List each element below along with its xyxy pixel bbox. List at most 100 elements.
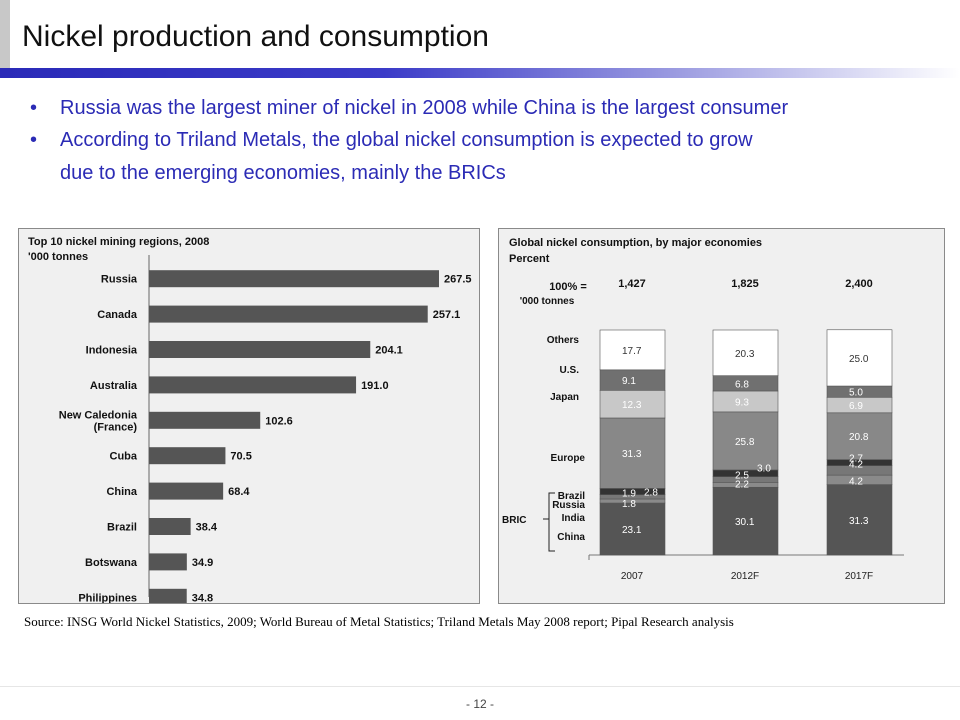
title-accent-bar xyxy=(0,0,10,68)
bar-segment-china-2007 xyxy=(599,502,666,556)
bar-botswana xyxy=(149,553,187,571)
bar-china xyxy=(149,482,224,500)
bric-bracket xyxy=(548,492,555,552)
bar-segment-japan-2007 xyxy=(599,390,666,419)
page-title: Nickel production and consumption xyxy=(22,20,489,53)
bar-australia xyxy=(149,376,357,394)
footer-divider xyxy=(0,686,960,687)
data-label-brazil-2007: 2.8 xyxy=(644,488,658,499)
page-number: - 12 - xyxy=(465,697,494,711)
bar-new-caledonia-france xyxy=(149,411,261,429)
data-label-china-2012f: 30.1 xyxy=(735,517,755,528)
category-label-2012f: 2012F xyxy=(731,571,759,582)
total-2017f: 2,400 xyxy=(845,278,873,290)
bar-segment-europe-2007 xyxy=(599,417,666,489)
bar-segment-china-2012f xyxy=(712,486,779,556)
title-underline xyxy=(0,68,960,78)
legend-label-others: Others xyxy=(547,335,580,346)
consumption-chart-panel: Global nickel consumption, by major econ… xyxy=(498,228,945,604)
data-label-china: 68.4 xyxy=(228,486,250,498)
data-label-europe-2012f: 25.8 xyxy=(735,437,755,448)
bar-segment-europe-2017f xyxy=(826,412,893,460)
category-label-botswana: Botswana xyxy=(85,557,138,569)
total-2012f: 1,825 xyxy=(731,278,759,290)
data-label-others-2017f: 25.0 xyxy=(849,354,869,365)
legend-label-russia: Russia xyxy=(552,500,585,511)
bar-segment-others-2017f xyxy=(826,329,893,387)
bullet-2-text: According to Triland Metals, the global … xyxy=(60,129,753,151)
data-label-philippines: 34.8 xyxy=(192,592,213,603)
data-label-china-2017f: 31.3 xyxy=(849,516,869,527)
data-label-canada: 257.1 xyxy=(433,309,461,321)
data-label-others-2007: 17.7 xyxy=(622,346,642,357)
mining-regions-chart-panel: Top 10 nickel mining regions, 2008 '000 t… xyxy=(18,228,480,604)
total-label: 100% = xyxy=(549,281,587,293)
consumption-chart: Global nickel consumption, by major econ… xyxy=(502,237,904,582)
chart-unit-label: '000 tonnes xyxy=(28,251,88,263)
bullet-2-continuation: due to the emerging economies, mainly th… xyxy=(60,162,506,184)
data-label-u-s-2017f: 5.0 xyxy=(849,388,863,399)
bullet-1-text: Russia was the largest miner of nickel i… xyxy=(60,97,789,119)
data-label-japan-2007: 12.3 xyxy=(622,400,642,411)
bullet-2: • According to Triland Metals, the global… xyxy=(30,129,753,152)
data-label-indonesia: 204.1 xyxy=(375,345,403,357)
mining-regions-chart: Top 10 nickel mining regions, 2008 '000 t… xyxy=(28,236,472,603)
bar-segment-china-2017f xyxy=(826,484,893,556)
bric-group-label: BRIC xyxy=(502,515,526,526)
category-label-new-caledonia-france-line-2: (France) xyxy=(94,421,138,433)
legend-label-japan: Japan xyxy=(550,392,579,403)
legend-label-brazil: Brazil xyxy=(558,491,585,502)
data-label-russia-2007: 1.9 xyxy=(622,489,636,500)
category-label-indonesia: Indonesia xyxy=(86,345,138,357)
category-label-2017f: 2017F xyxy=(845,571,873,582)
chart-subtitle: Percent xyxy=(509,253,550,265)
bar-cuba xyxy=(149,447,226,465)
data-label-others-2012f: 20.3 xyxy=(735,349,755,360)
data-label-u-s-2007: 9.1 xyxy=(622,376,636,387)
category-label-new-caledonia-france-line-1: New Caledonia xyxy=(59,409,138,421)
data-label-japan-2017f: 6.9 xyxy=(849,401,863,412)
data-label-new-caledonia-france: 102.6 xyxy=(265,415,293,427)
category-label-china: China xyxy=(106,486,137,498)
bullet-symbol: • xyxy=(30,129,38,151)
total-unit-label: '000 tonnes xyxy=(520,296,575,307)
bar-philippines xyxy=(149,588,187,603)
legend-label-india: India xyxy=(562,513,586,524)
title-bar: Nickel production and consumption xyxy=(0,0,960,78)
chart-title: Top 10 nickel mining regions, 2008 xyxy=(28,236,209,248)
category-label-russia: Russia xyxy=(101,274,138,286)
data-label-brazil-2017f: 2.7 xyxy=(849,454,863,465)
data-label-brazil: 38.4 xyxy=(196,522,218,534)
bar-indonesia xyxy=(149,341,371,358)
bar-segment-others-2012f xyxy=(712,329,779,376)
data-label-india-2017f: 4.2 xyxy=(849,477,863,488)
data-label-australia: 191.0 xyxy=(361,380,389,392)
data-label-india-2012f: 2.2 xyxy=(735,479,749,490)
category-label-philippines: Philippines xyxy=(78,592,137,603)
data-label-china-2007: 23.1 xyxy=(622,525,642,536)
data-label-cuba: 70.5 xyxy=(230,451,251,463)
bar-russia xyxy=(149,270,439,288)
bullet-1: • Russia was the largest miner of nickel … xyxy=(30,97,788,120)
data-label-u-s-2012f: 6.8 xyxy=(735,379,749,390)
data-label-japan-2012f: 9.3 xyxy=(735,397,749,408)
data-label-russia-2017f: 4.2 xyxy=(849,460,863,471)
category-label-brazil: Brazil xyxy=(107,522,137,534)
bullet-symbol: • xyxy=(30,97,38,119)
data-label-botswana: 34.9 xyxy=(192,557,213,569)
chart-title: Global nickel consumption, by major econ… xyxy=(509,237,762,249)
category-label-2007: 2007 xyxy=(621,571,644,582)
bar-canada xyxy=(149,305,428,323)
legend-label-china: China xyxy=(557,532,585,543)
legend-label-u-s: U.S. xyxy=(560,365,580,376)
legend-label-europe: Europe xyxy=(551,453,586,464)
data-label-europe-2007: 31.3 xyxy=(622,449,642,460)
bar-segment-others-2007 xyxy=(599,329,666,371)
bar-brazil xyxy=(149,518,191,535)
category-label-cuba: Cuba xyxy=(110,451,138,463)
category-label-australia: Australia xyxy=(90,380,138,392)
data-label-india-2007: 1.8 xyxy=(622,499,636,510)
data-label-russia-2012f: 2.5 xyxy=(735,471,749,482)
total-2007: 1,427 xyxy=(618,278,646,290)
data-label-brazil-2012f: 3.0 xyxy=(757,464,771,475)
